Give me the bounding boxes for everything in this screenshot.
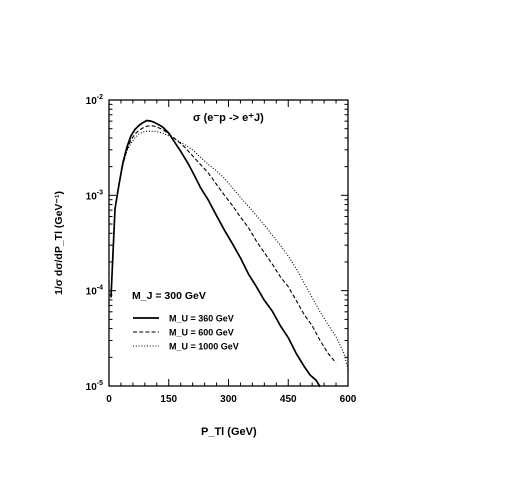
- y-tick-exponent: -4: [97, 285, 103, 292]
- y-axis-label: 1/σ dσ/dP_Tl (GeV⁻¹): [53, 191, 65, 295]
- y-tick-label: 10-5: [86, 380, 103, 393]
- y-tick-exponent: -5: [97, 380, 103, 387]
- legend-label: M_U = 600 GeV: [169, 328, 234, 338]
- series-layer: [110, 119, 349, 388]
- y-tick-exponent: -2: [97, 94, 103, 101]
- y-tick-mantissa: 10: [86, 191, 98, 202]
- legend-label: M_U = 1000 GeV: [169, 342, 239, 352]
- y-tick-mantissa: 10: [86, 287, 98, 298]
- y-tick-exponent: -3: [97, 189, 103, 196]
- y-tick-mantissa: 10: [86, 382, 98, 393]
- x-tick-label: 600: [340, 394, 357, 405]
- y-tick-label: 10-2: [86, 94, 103, 107]
- y-tick-label: 10-3: [86, 189, 103, 202]
- x-tick-label: 0: [106, 394, 112, 405]
- chart-title: σ (e⁻p -> e⁺J): [193, 112, 264, 124]
- x-tick-label: 300: [220, 394, 237, 405]
- series-line-dashed: [110, 124, 337, 364]
- y-tick-mantissa: 10: [86, 96, 98, 107]
- y-tick-label: 10-4: [86, 285, 103, 298]
- x-axis-label: P_Tl (GeV): [201, 426, 257, 438]
- legend: M_U = 360 GeV M_U = 600 GeV M_U = 1000 GeV: [133, 314, 239, 352]
- legend-label: M_U = 360 GeV: [169, 314, 234, 324]
- mass-annotation: M_J = 300 GeV: [132, 290, 206, 302]
- x-tick-label: 150: [160, 394, 177, 405]
- series-line-solid: [110, 119, 321, 388]
- x-tick-label: 450: [280, 394, 297, 405]
- series-line-dotted: [110, 130, 349, 370]
